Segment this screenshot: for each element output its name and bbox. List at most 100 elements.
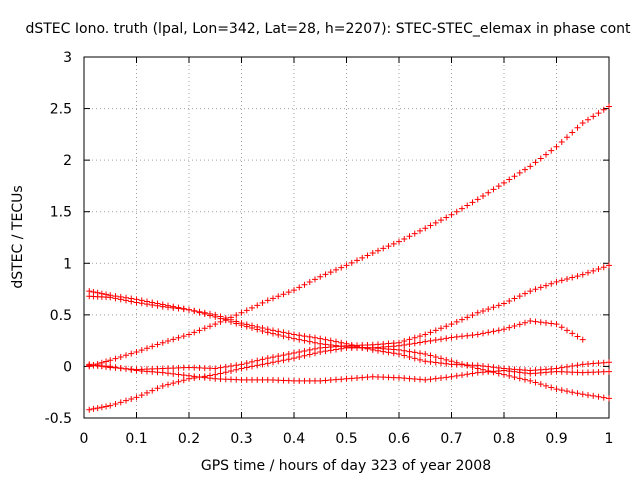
data-point [243, 376, 250, 383]
y-tick-label: 2 [63, 153, 72, 169]
data-point [117, 365, 124, 372]
data-point [196, 364, 203, 371]
data-point [196, 308, 203, 315]
data-point [154, 365, 161, 372]
data-point [553, 386, 560, 393]
data-point [103, 403, 110, 410]
data-point [553, 368, 560, 375]
data-point [270, 377, 276, 384]
data-point [212, 321, 219, 328]
data-point [464, 314, 471, 321]
y-tick-label: -0.5 [45, 411, 72, 427]
data-point [212, 365, 219, 372]
data-point [516, 375, 523, 382]
data-point [254, 323, 261, 330]
data-point [98, 363, 105, 370]
data-point [522, 319, 528, 326]
data-point [459, 333, 465, 340]
data-point [438, 325, 444, 332]
data-point [385, 374, 392, 381]
data-point [207, 375, 213, 382]
data-point [485, 329, 492, 336]
data-point [506, 368, 513, 375]
data-point [438, 217, 444, 224]
data-point [359, 254, 366, 261]
data-point [170, 380, 177, 387]
data-point [511, 368, 518, 375]
data-point [511, 322, 518, 329]
data-point [338, 343, 345, 350]
data-point [228, 376, 234, 383]
data-point [459, 361, 465, 368]
data-point [165, 365, 171, 372]
data-point [180, 377, 187, 384]
data-point [107, 357, 114, 364]
data-point [264, 360, 271, 367]
data-point [574, 362, 581, 369]
data-point [506, 176, 513, 183]
data-point [595, 368, 602, 375]
data-point [112, 400, 119, 407]
data-point [548, 320, 555, 327]
x-tick-label: 0.2 [178, 431, 200, 447]
data-point [207, 323, 213, 330]
data-point [469, 362, 476, 369]
data-point [474, 196, 481, 203]
data-point [291, 287, 297, 294]
y-tick-label: 3 [63, 50, 72, 66]
data-point [432, 353, 439, 360]
data-point [375, 373, 381, 380]
data-point [600, 359, 607, 366]
data-point [333, 343, 339, 350]
data-point [432, 375, 439, 382]
data-point [511, 374, 518, 381]
data-point [459, 316, 465, 323]
data-point [275, 328, 282, 335]
data-point [212, 311, 219, 318]
x-tick-label: 0.4 [283, 431, 305, 447]
data-point [291, 331, 297, 338]
data-point [464, 361, 471, 368]
data-point [312, 377, 318, 384]
data-point [600, 368, 607, 375]
data-point [485, 306, 492, 313]
data-point [480, 307, 486, 314]
data-point [464, 332, 471, 339]
data-point [112, 295, 119, 302]
data-point [280, 291, 287, 298]
data-point [228, 316, 234, 323]
data-point [453, 333, 460, 340]
data-point [516, 169, 523, 176]
data-point [495, 302, 502, 309]
data-point [275, 358, 282, 365]
data-point [579, 391, 586, 398]
data-point [217, 364, 224, 371]
data-point [527, 370, 534, 377]
data-point [196, 373, 203, 380]
chart-title: dSTEC Iono. truth (lpal, Lon=342, Lat=28… [25, 21, 631, 37]
data-point [154, 302, 161, 309]
data-point [170, 336, 177, 343]
data-point [144, 389, 150, 396]
x-tick-label: 0.7 [440, 431, 462, 447]
data-point [103, 363, 110, 370]
data-point [453, 318, 460, 325]
data-point [254, 376, 261, 383]
data-point [144, 366, 150, 373]
data-point [149, 301, 156, 308]
data-point [396, 238, 402, 245]
data-point [264, 297, 271, 304]
data-point [485, 368, 492, 375]
data-point [548, 384, 555, 391]
data-point [543, 282, 549, 289]
data-point [564, 388, 570, 395]
data-point [438, 374, 444, 381]
data-point [243, 360, 250, 367]
data-point [569, 330, 576, 337]
data-point [207, 310, 213, 317]
y-tick-label: 2.5 [50, 102, 72, 118]
data-point [275, 377, 282, 384]
data-point [175, 364, 182, 371]
data-point [165, 381, 171, 388]
